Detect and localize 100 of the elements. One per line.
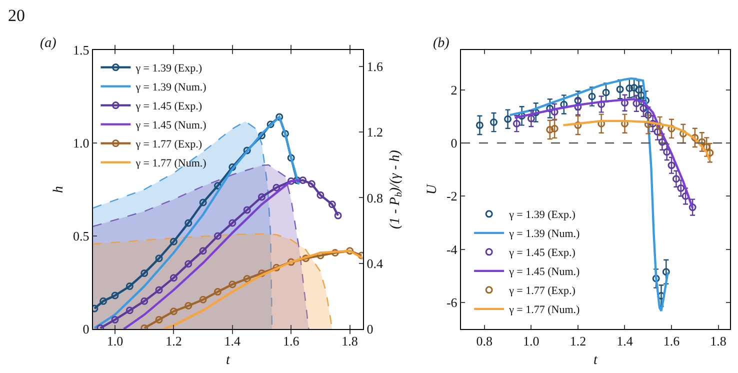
- point: [518, 112, 526, 120]
- legend-label: γ = 1.39 (Exp.): [508, 209, 576, 222]
- legend-label: γ = 1.45 (Exp.): [134, 100, 202, 113]
- y-axis-title: h: [52, 186, 67, 193]
- y2-tick-label: 0: [366, 322, 374, 337]
- point: [682, 192, 690, 200]
- point: [308, 180, 316, 188]
- x-tick-label: 1.8: [342, 334, 358, 349]
- point: [272, 184, 280, 192]
- point: [550, 124, 558, 132]
- x-tick-label: 1.2: [166, 334, 182, 349]
- point: [476, 121, 484, 129]
- point: [546, 126, 554, 134]
- point: [155, 254, 163, 262]
- point: [504, 115, 512, 123]
- point: [512, 120, 520, 128]
- point: [170, 308, 178, 316]
- legend-label: γ = 1.45 (Num.): [134, 120, 207, 132]
- point: [658, 138, 666, 146]
- y2-tick-label: 1.6: [366, 58, 384, 74]
- y-axis-title: U: [425, 184, 440, 195]
- point: [602, 88, 610, 96]
- point: [214, 182, 222, 190]
- point: [266, 120, 274, 128]
- point: [243, 275, 251, 283]
- point: [111, 292, 119, 300]
- legend-label: γ = 1.77 (Num.): [134, 158, 207, 170]
- point: [672, 175, 680, 183]
- point: [574, 96, 582, 104]
- y-tick-label: -4: [446, 242, 458, 257]
- chart-title: (b): [433, 36, 450, 51]
- legend-label: γ = 1.45 (Num.): [508, 266, 580, 278]
- point: [574, 121, 582, 129]
- point: [649, 120, 657, 128]
- point: [184, 219, 192, 227]
- point: [644, 120, 652, 128]
- point: [214, 232, 222, 240]
- y2-tick-label: 0.8: [366, 190, 383, 206]
- text: 20: [8, 6, 25, 25]
- point: [258, 193, 266, 201]
- point: [632, 100, 640, 108]
- legend-label: γ = 1.77 (Exp.): [134, 138, 202, 151]
- point: [299, 176, 307, 184]
- point: [281, 130, 289, 138]
- y2-tick-label: 0.4: [366, 256, 384, 271]
- point: [702, 143, 710, 151]
- y-tick-label: 0: [82, 322, 90, 337]
- y-tick-label: -2: [446, 188, 458, 204]
- legend-label: γ = 1.39 (Num.): [508, 228, 580, 240]
- point: [155, 316, 163, 324]
- point: [214, 288, 222, 296]
- legend-label: γ = 1.77 (Num.): [508, 304, 580, 316]
- point: [630, 84, 638, 92]
- point: [679, 130, 687, 138]
- point: [287, 177, 295, 185]
- point: [170, 274, 178, 282]
- point: [111, 316, 119, 324]
- point: [706, 149, 714, 157]
- point: [243, 146, 251, 154]
- point: [272, 264, 280, 272]
- legend-label: γ = 1.77 (Exp.): [508, 285, 576, 298]
- x-tick-label: 1.2: [570, 334, 586, 349]
- point: [228, 280, 236, 288]
- x-tick-label: 1.6: [663, 334, 680, 349]
- x-tick-label: 1.8: [710, 334, 726, 349]
- point: [668, 162, 676, 170]
- point: [184, 302, 192, 310]
- point: [550, 108, 558, 116]
- point: [527, 114, 535, 122]
- point: [662, 268, 670, 276]
- legend-label: γ = 1.39 (Exp.): [134, 62, 202, 75]
- point: [155, 286, 163, 294]
- point: [276, 113, 284, 121]
- x-tick-label: 1.4: [616, 334, 634, 349]
- y-tick-label: 0: [450, 136, 458, 151]
- point: [635, 86, 643, 94]
- point: [243, 206, 251, 214]
- point: [588, 92, 596, 100]
- point: [287, 154, 295, 162]
- point: [663, 148, 671, 156]
- point: [652, 274, 660, 282]
- x-axis-title: t: [226, 353, 232, 368]
- y-tick-label: 1.0: [73, 136, 90, 151]
- point: [100, 297, 108, 305]
- point: [140, 269, 148, 277]
- point: [668, 124, 676, 132]
- point: [287, 258, 295, 266]
- x-tick-label: 1.4: [224, 334, 242, 349]
- point: [316, 191, 324, 199]
- point: [490, 118, 498, 126]
- point: [316, 252, 324, 260]
- point: [546, 104, 554, 112]
- point: [199, 296, 207, 304]
- point: [334, 212, 342, 220]
- x-tick-label: 1.0: [523, 334, 540, 349]
- point: [656, 122, 664, 130]
- y-tick-label: 0.5: [73, 228, 90, 244]
- point: [228, 219, 236, 227]
- point: [598, 100, 606, 108]
- point: [140, 297, 148, 305]
